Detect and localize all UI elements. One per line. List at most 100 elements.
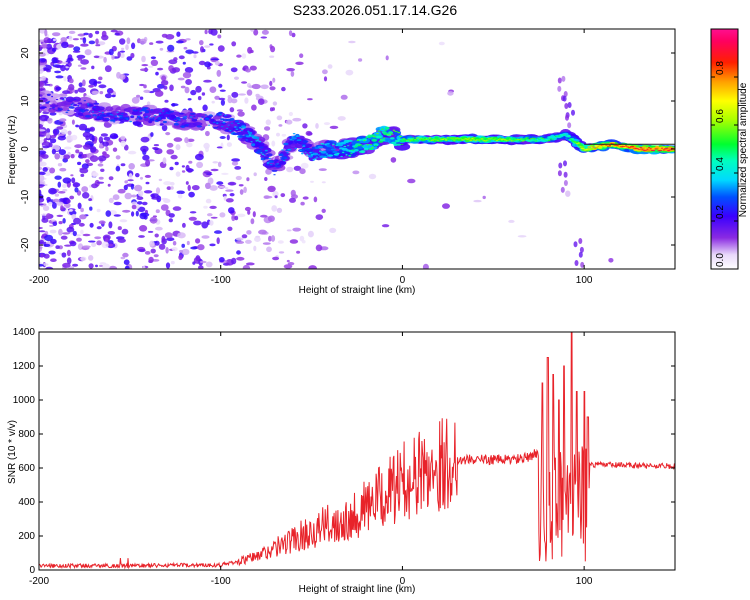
heatmap-cell — [413, 139, 417, 140]
heatmap-cell — [72, 102, 75, 104]
heatmap-cell — [64, 244, 72, 247]
heatmap-cell — [182, 222, 186, 228]
heatmap-cell — [51, 57, 58, 64]
heatmap-cell — [135, 210, 139, 217]
heatmap-cell — [220, 125, 224, 128]
heatmap-cell — [179, 118, 187, 124]
heatmap-cell — [61, 107, 70, 111]
x-tick-label: -200 — [29, 576, 49, 587]
heatmap-cell — [561, 75, 566, 82]
heatmap-cell — [210, 29, 218, 36]
heatmap-cell — [60, 37, 68, 42]
heatmap-cell — [267, 185, 276, 193]
heatmap-cell — [73, 46, 81, 52]
heatmap-cell — [116, 111, 119, 113]
heatmap-cell — [117, 188, 126, 194]
heatmap-cell — [227, 124, 230, 126]
heatmap-cell — [482, 195, 486, 200]
heatmap-cell — [95, 264, 98, 268]
heatmap-cell — [169, 84, 174, 92]
heatmap-cell — [160, 197, 169, 200]
heatmap-cell — [282, 159, 286, 162]
heatmap-cell — [136, 94, 141, 98]
heatmap-cell — [605, 144, 608, 146]
heatmap-cell — [563, 91, 568, 97]
heatmap-cell — [329, 125, 339, 129]
heatmap-cell — [427, 138, 430, 140]
spectrogram-ylabel: Frequency (Hz) — [7, 116, 18, 185]
heatmap-cell — [232, 132, 239, 136]
heatmap-cell — [623, 145, 626, 147]
heatmap-cell — [80, 256, 87, 261]
spectrogram-xlabel: Height of straight line (km) — [299, 285, 416, 296]
heatmap-cell — [400, 143, 404, 145]
heatmap-cell — [190, 246, 198, 250]
heatmap-cell — [218, 83, 223, 88]
heatmap-cell — [250, 218, 255, 225]
heatmap-cell — [567, 122, 572, 129]
heatmap-cell — [155, 226, 163, 231]
colorbar-label: Normalized spectral amplitude — [738, 82, 749, 217]
heatmap-cell — [44, 29, 48, 37]
heatmap-cell — [103, 56, 107, 63]
heatmap-cell — [216, 237, 220, 245]
heatmap-cell — [107, 231, 116, 235]
heatmap-cell — [72, 38, 79, 41]
heatmap-cell — [102, 234, 111, 241]
heatmap-cell — [57, 191, 66, 194]
heatmap-cell — [180, 85, 186, 89]
heatmap-cell — [113, 121, 116, 123]
heatmap-cell — [269, 86, 276, 91]
heatmap-cell — [384, 129, 388, 131]
heatmap-cell — [147, 65, 154, 68]
heatmap-cell — [137, 190, 144, 197]
heatmap-cell — [175, 121, 178, 123]
heatmap-cell — [272, 256, 280, 261]
y-tick-label: 400 — [18, 497, 35, 508]
heatmap-cell — [130, 52, 135, 59]
heatmap-cell — [55, 75, 64, 79]
heatmap-cell — [128, 163, 135, 170]
heatmap-cell — [124, 117, 128, 119]
heatmap-cell — [238, 184, 244, 187]
heatmap-cell — [243, 186, 247, 193]
heatmap-cell — [139, 96, 144, 100]
snr-frame — [38, 331, 676, 571]
heatmap-cell — [290, 70, 295, 77]
heatmap-cell — [59, 118, 67, 122]
heatmap-cell — [265, 119, 271, 126]
chart-title: S233.2026.051.17.14.G26 — [292, 2, 458, 18]
heatmap-cell — [207, 177, 214, 185]
heatmap-cell — [131, 204, 137, 210]
heatmap-cell — [255, 93, 260, 98]
heatmap-cell — [149, 117, 152, 119]
heatmap-cell — [266, 153, 273, 157]
heatmap-cell — [422, 263, 429, 269]
heatmap-cell — [441, 138, 445, 140]
heatmap-cell — [189, 116, 193, 118]
heatmap-cell — [335, 144, 338, 147]
heatmap-cell — [39, 239, 45, 245]
heatmap-cell — [127, 150, 137, 155]
heatmap-cell — [39, 81, 45, 88]
heatmap-cell — [547, 139, 551, 142]
heatmap-cell — [65, 96, 75, 103]
heatmap-cell — [187, 168, 193, 173]
heatmap-cell — [320, 142, 324, 145]
heatmap-cell — [407, 178, 416, 184]
heatmap-cell — [195, 153, 204, 161]
heatmap-cell — [117, 118, 121, 120]
y-tick-label: 20 — [20, 47, 31, 59]
heatmap-cell — [394, 130, 397, 133]
heatmap-cell — [93, 106, 97, 109]
heatmap-cell — [204, 45, 211, 48]
heatmap-cell — [310, 180, 314, 183]
heatmap-cell — [447, 91, 454, 96]
heatmap-cell — [80, 207, 84, 213]
heatmap-cell — [140, 145, 149, 153]
heatmap-cell — [386, 134, 389, 136]
heatmap-cell — [378, 140, 384, 143]
heatmap-cell — [74, 187, 79, 193]
heatmap-cell — [373, 136, 376, 138]
heatmap-cell — [353, 149, 359, 152]
